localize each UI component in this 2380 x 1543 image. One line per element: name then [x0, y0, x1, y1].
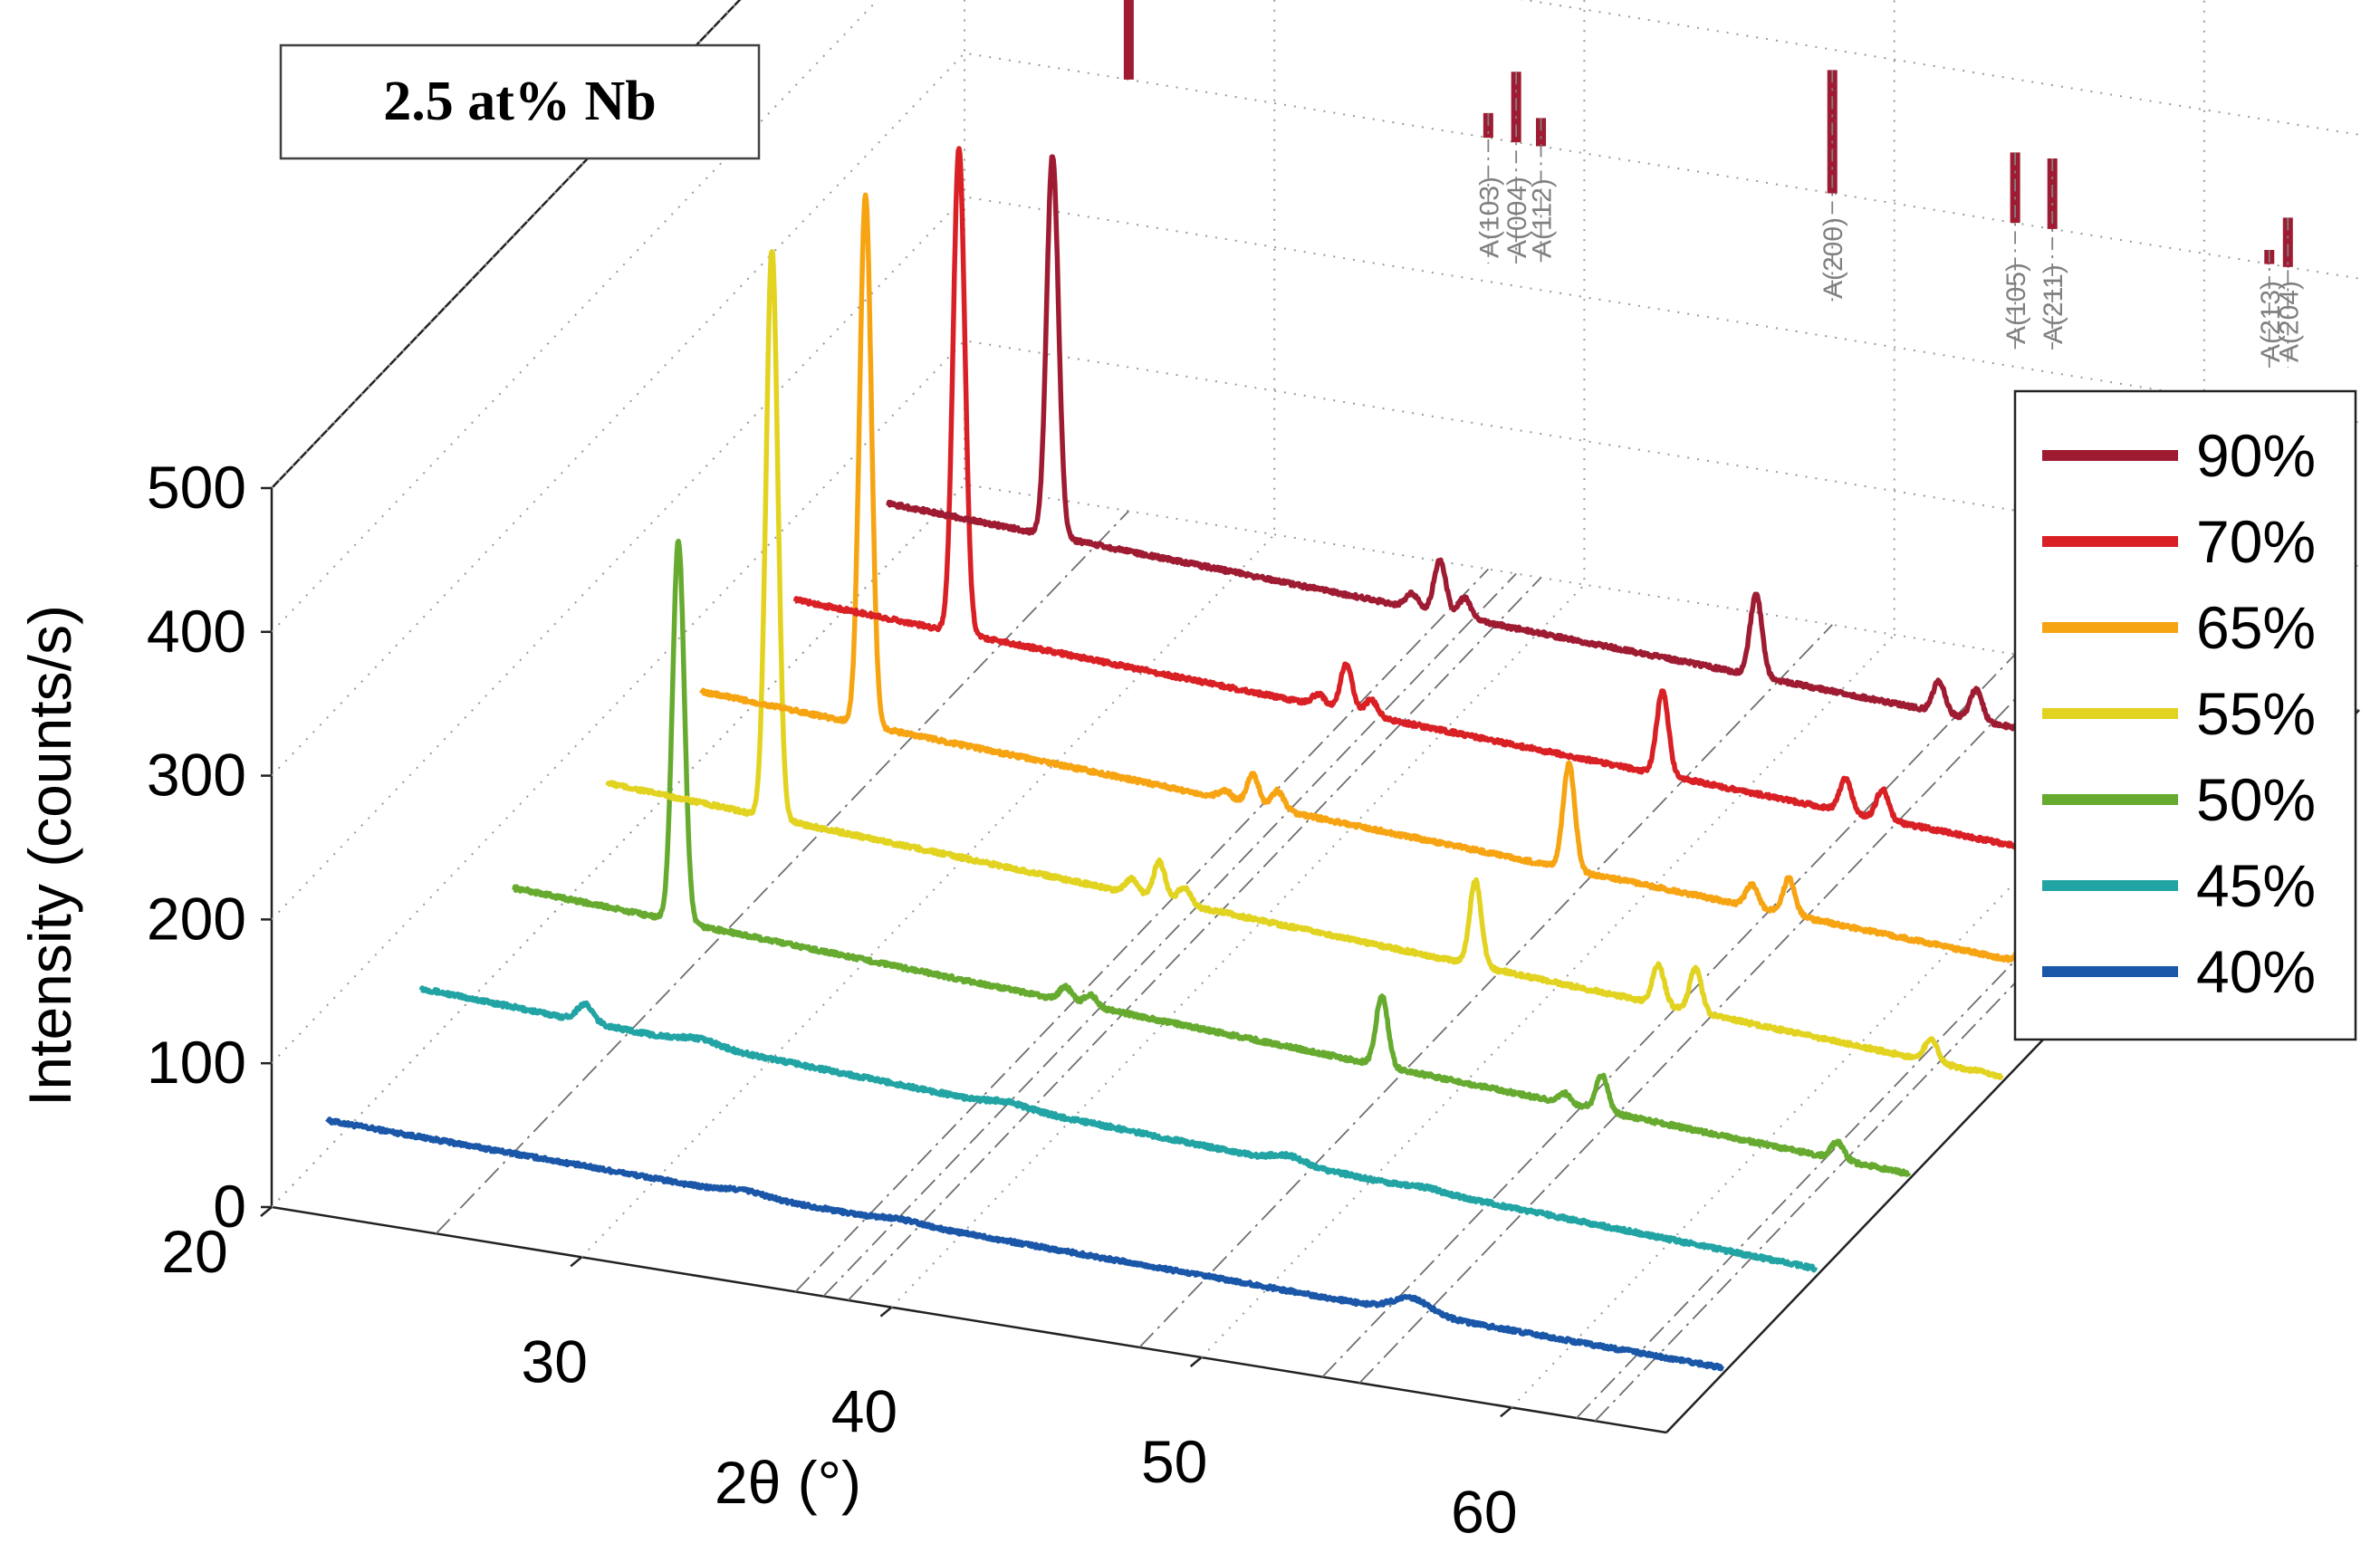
x-axis-label: 2θ (°): [715, 1449, 861, 1516]
series-line-65pct: [698, 192, 2098, 981]
grid-line-z: [271, 196, 2360, 921]
guide-line: [435, 510, 1130, 1234]
x-tick-label: 40: [831, 1378, 897, 1445]
grid-line-z: [271, 340, 2360, 1064]
series-line-50pct: [512, 538, 1912, 1177]
x-tick-label: 50: [1141, 1428, 1207, 1495]
x-tick: [1189, 1356, 1203, 1367]
z-tick-label: 0: [213, 1173, 246, 1240]
legend-label: 70%: [2196, 508, 2316, 575]
guide-line: [1138, 624, 1833, 1348]
guide-line: [822, 572, 1517, 1298]
guide-line: [847, 577, 1542, 1301]
legend: 90% 70% 65% 55% 50% 45% 40%: [2013, 389, 2357, 1041]
x-tick-label: 30: [522, 1327, 588, 1394]
series-lines: [325, 146, 2286, 1372]
y-axis-label: Intensity (counts/s): [16, 605, 83, 1107]
series-line-40pct: [325, 1117, 1724, 1372]
grid-line-z: [271, 483, 2360, 1208]
grid-line-z: [271, 52, 2360, 777]
reference-peak-label: A(112): [1528, 178, 1558, 258]
guide-line: [1321, 653, 2016, 1378]
z-tick-label: 500: [147, 454, 246, 521]
axis-ticks: 0 100 200 300 400 500 20 30 40 50 60: [147, 454, 1518, 1543]
x-tick-label: 20: [161, 1218, 227, 1285]
legend-label: 65%: [2196, 594, 2316, 661]
x-tick: [260, 1206, 273, 1217]
guide-line: [794, 568, 1490, 1293]
series-line-55pct: [605, 249, 2004, 1081]
reference-peak-label: A(103): [1474, 177, 1504, 258]
reference-peak-label: A(204): [2274, 281, 2304, 362]
reference-peak-label: A(213): [2256, 281, 2286, 362]
x-tick: [570, 1256, 583, 1268]
reference-peak-label: A(211): [2039, 264, 2068, 344]
reference-peak-label: A(200): [1819, 217, 1848, 299]
title-box: 2.5 at% Nb: [279, 43, 761, 160]
reference-peak-label: A(004): [1502, 177, 1532, 258]
chart-title: 2.5 at% Nb: [383, 71, 656, 132]
reference-peaks: A(101)A(103)A(004)A(112)A(200)A(105)A(21…: [1123, 0, 2304, 368]
grid-line-z: [271, 0, 2360, 633]
guide-line: [1576, 695, 2270, 1419]
z-tick-label: 400: [147, 598, 246, 665]
x-tick: [879, 1306, 893, 1318]
reference-peak-label: A(105): [2001, 263, 2031, 344]
guide-line: [1358, 659, 2053, 1384]
z-tick-label: 300: [147, 742, 246, 809]
z-tick-label: 200: [147, 885, 246, 952]
x-axis-line: [271, 1205, 1667, 1434]
series-line-70pct: [792, 146, 2192, 886]
legend-label: 40%: [2196, 938, 2316, 1005]
legend-label: 50%: [2196, 766, 2316, 833]
legend-label: 45%: [2196, 852, 2316, 919]
legend-label: 55%: [2196, 680, 2316, 747]
legend-label: 90%: [2196, 422, 2316, 489]
x-tick-label: 60: [1451, 1478, 1517, 1543]
peak-guide-lines: [435, 510, 2289, 1422]
x-tick: [1500, 1406, 1512, 1418]
z-tick-label: 100: [147, 1029, 246, 1096]
title-box-border: [279, 43, 761, 160]
series-line-45pct: [418, 985, 1819, 1273]
grid-lines: [271, 0, 2360, 1408]
